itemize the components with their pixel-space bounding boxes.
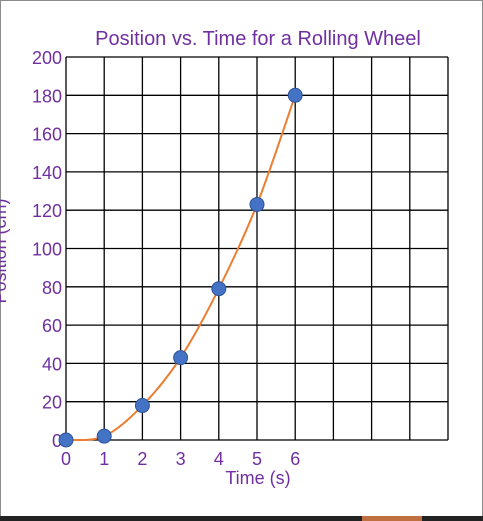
bottom-bar-accent [362, 516, 422, 521]
y-tick-label: 80 [42, 278, 62, 298]
x-tick-labels: 0 1 2 3 4 5 6 [61, 449, 300, 469]
data-point [287, 87, 303, 103]
y-tick-labels: 0 20 40 60 80 100 120 140 160 180 200 [32, 48, 62, 451]
data-point [249, 196, 265, 212]
y-tick-label: 100 [32, 240, 62, 260]
x-tick-label: 5 [252, 449, 262, 469]
chart-title: Position vs. Time for a Rolling Wheel [95, 28, 421, 50]
y-tick-label: 0 [52, 431, 62, 451]
x-tick-label: 3 [176, 449, 186, 469]
bottom-bar [0, 516, 483, 521]
y-tick-label: 200 [32, 48, 62, 68]
x-axis-label: Time (s) [225, 468, 290, 488]
y-tick-label: 160 [32, 125, 62, 145]
y-tick-label: 60 [42, 316, 62, 336]
data-point [96, 428, 112, 444]
x-tick-label: 2 [137, 449, 147, 469]
x-tick-label: 4 [214, 449, 224, 469]
x-tick-label: 0 [61, 449, 71, 469]
data-point [58, 432, 74, 448]
data-point [211, 281, 227, 297]
y-tick-label: 40 [42, 354, 62, 374]
y-tick-label: 140 [32, 163, 62, 183]
data-point [134, 398, 150, 414]
y-tick-label: 120 [32, 201, 62, 221]
y-tick-label: 20 [42, 393, 62, 413]
data-point [173, 350, 189, 366]
y-axis-label: Position (cm) [0, 198, 10, 303]
x-tick-label: 6 [290, 449, 300, 469]
data-points [58, 87, 303, 448]
y-tick-label: 180 [32, 86, 62, 106]
grid [65, 56, 449, 441]
x-tick-label: 1 [99, 449, 109, 469]
